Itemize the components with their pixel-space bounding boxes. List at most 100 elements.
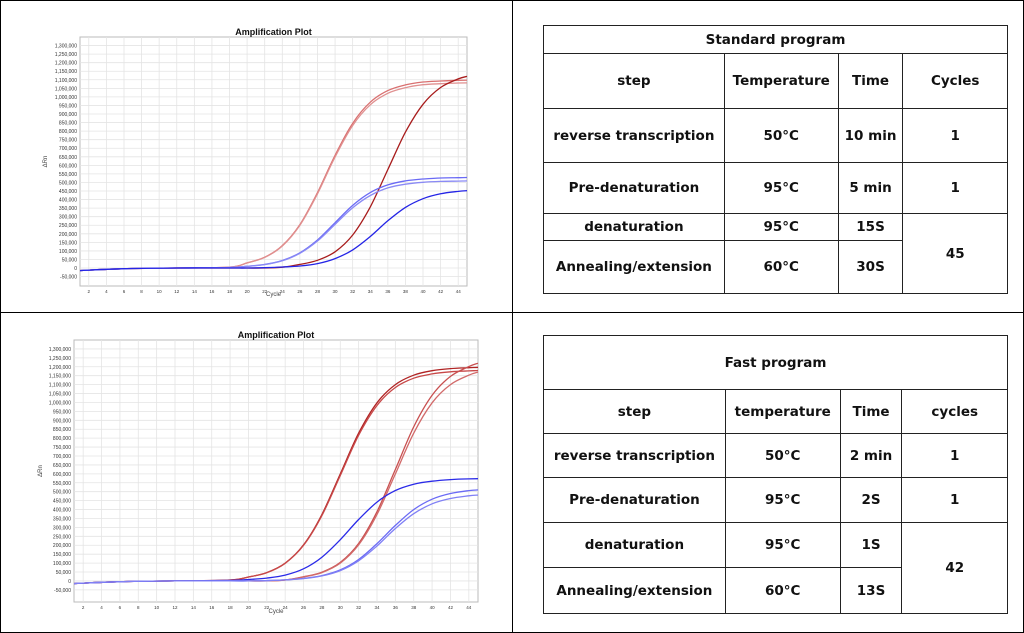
y-tick-label: 300,000	[53, 525, 71, 531]
column-divider	[512, 0, 513, 633]
cell-cycles: 1	[901, 477, 1008, 523]
table-row: denaturation 95°C 1S 42	[543, 522, 1008, 614]
table-row: Annealing/extension 60°C 13S	[543, 567, 1008, 614]
x-tick-label: 2	[88, 289, 91, 294]
y-axis-label: ΔRn	[43, 156, 49, 168]
y-tick-label: 900,000	[59, 112, 77, 118]
x-tick-label: 22	[262, 289, 268, 294]
x-tick-label: 28	[319, 605, 325, 610]
header-temperature: temperature	[724, 389, 841, 434]
cell-time: 5 min	[837, 162, 904, 214]
x-tick-label: 32	[350, 289, 356, 294]
cell-cycles: 42	[901, 522, 1008, 614]
header-cycles: Cycles	[902, 53, 1008, 109]
x-tick-label: 12	[174, 289, 180, 294]
y-tick-label: 1,200,000	[55, 61, 77, 67]
y-tick-label: 1,100,000	[49, 383, 71, 389]
y-tick-label: 200,000	[53, 543, 71, 549]
cell-step: Pre-denaturation	[543, 477, 726, 523]
cell-temperature: 50°C	[723, 108, 839, 163]
x-tick-label: 38	[403, 289, 409, 294]
chart-title: Amplification Plot	[235, 27, 312, 37]
x-tick-label: 28	[315, 289, 321, 294]
y-tick-label: 600,000	[53, 472, 71, 478]
y-tick-label: 450,000	[59, 189, 77, 195]
x-tick-label: 8	[140, 289, 143, 294]
header-temperature: Temperature	[723, 53, 839, 109]
y-tick-label: 1,050,000	[49, 392, 71, 398]
y-tick-label: 1,100,000	[55, 78, 77, 84]
y-tick-label: 650,000	[59, 155, 77, 161]
y-tick-label: 900,000	[53, 418, 71, 424]
table-row: Pre-denaturation 95°C 2S 1	[543, 477, 1008, 523]
x-tick-label: 44	[466, 605, 472, 610]
y-tick-label: 500,000	[59, 180, 77, 186]
amplification-plot-fast: -50,000 0 50,000 100,000 150,000 200,000 250,0…	[38, 330, 479, 615]
x-tick-label: 26	[301, 605, 307, 610]
header-time: Time	[839, 389, 903, 434]
y-tick-label: 450,000	[53, 499, 71, 505]
x-tick-label: 6	[119, 605, 122, 610]
standard-program-table: Standard program step Temperature Time C…	[543, 25, 1008, 294]
y-tick-label: 750,000	[59, 138, 77, 144]
x-tick-label: 10	[154, 605, 160, 610]
cell-temperature: 95°C	[724, 477, 841, 523]
y-tick-label: 800,000	[59, 129, 77, 135]
row-divider	[0, 312, 1024, 313]
x-tick-label: 14	[191, 605, 197, 610]
y-tick-label: 350,000	[59, 206, 77, 212]
x-tick-label: 34	[368, 289, 374, 294]
cell-time: 2S	[839, 477, 903, 523]
y-tick-label: 50,000	[62, 257, 78, 263]
y-tick-label: 500,000	[53, 490, 71, 496]
x-tick-label: 34	[374, 605, 380, 610]
cell-time: 15S	[837, 213, 904, 241]
x-tick-label: 4	[105, 289, 108, 294]
x-tick-label: 12	[172, 605, 178, 610]
cell-step: reverse transcription	[543, 433, 726, 478]
cell-temperature: 60°C	[724, 567, 841, 614]
x-tick-label: 38	[411, 605, 417, 610]
cell-time: 30S	[837, 240, 904, 294]
x-tick-label: 18	[228, 605, 234, 610]
x-tick-label: 8	[137, 605, 140, 610]
x-tick-label: 42	[438, 289, 444, 294]
cell-cycles: 1	[902, 162, 1008, 214]
y-tick-label: 1,050,000	[55, 86, 77, 92]
y-tick-label: 850,000	[59, 121, 77, 127]
header-time: Time	[837, 53, 904, 109]
x-tick-label: 4	[100, 605, 103, 610]
x-tick-label: 24	[283, 605, 289, 610]
x-tick-label: 16	[209, 605, 215, 610]
x-tick-label: 36	[393, 605, 399, 610]
table-row: denaturation 95°C 15S 45	[543, 213, 1008, 294]
y-tick-label: 350,000	[53, 516, 71, 522]
cell-time: 13S	[839, 567, 903, 614]
cell-step: denaturation	[543, 522, 726, 568]
x-tick-label: 20	[246, 605, 252, 610]
header-step: step	[543, 389, 726, 434]
x-tick-label: 44	[456, 289, 462, 294]
table-row: reverse transcription 50°C 2 min 1	[543, 433, 1008, 478]
y-tick-label: 800,000	[53, 436, 71, 442]
header-step: step	[543, 53, 725, 109]
x-tick-label: 30	[338, 605, 344, 610]
y-tick-label: 1,250,000	[49, 356, 71, 362]
x-tick-label: 32	[356, 605, 362, 610]
x-tick-label: 20	[245, 289, 251, 294]
cell-step: Annealing/extension	[543, 240, 725, 294]
y-tick-label: 400,000	[59, 198, 77, 204]
y-tick-label: 1,250,000	[55, 52, 77, 58]
x-tick-label: 10	[157, 289, 163, 294]
cell-temperature: 50°C	[724, 433, 841, 478]
y-tick-label: 600,000	[59, 163, 77, 169]
y-tick-label: 1,200,000	[49, 365, 71, 371]
y-tick-label: 200,000	[59, 232, 77, 238]
x-axis-label: Cycle	[266, 292, 282, 298]
cell-temperature: 60°C	[723, 240, 839, 294]
cell-step: Pre-denaturation	[543, 162, 725, 214]
y-tick-label: 150,000	[59, 240, 77, 246]
table-row: Annealing/extension 60°C 30S	[543, 240, 1008, 294]
y-tick-label: -50,000	[60, 275, 77, 281]
x-tick-label: 14	[192, 289, 198, 294]
